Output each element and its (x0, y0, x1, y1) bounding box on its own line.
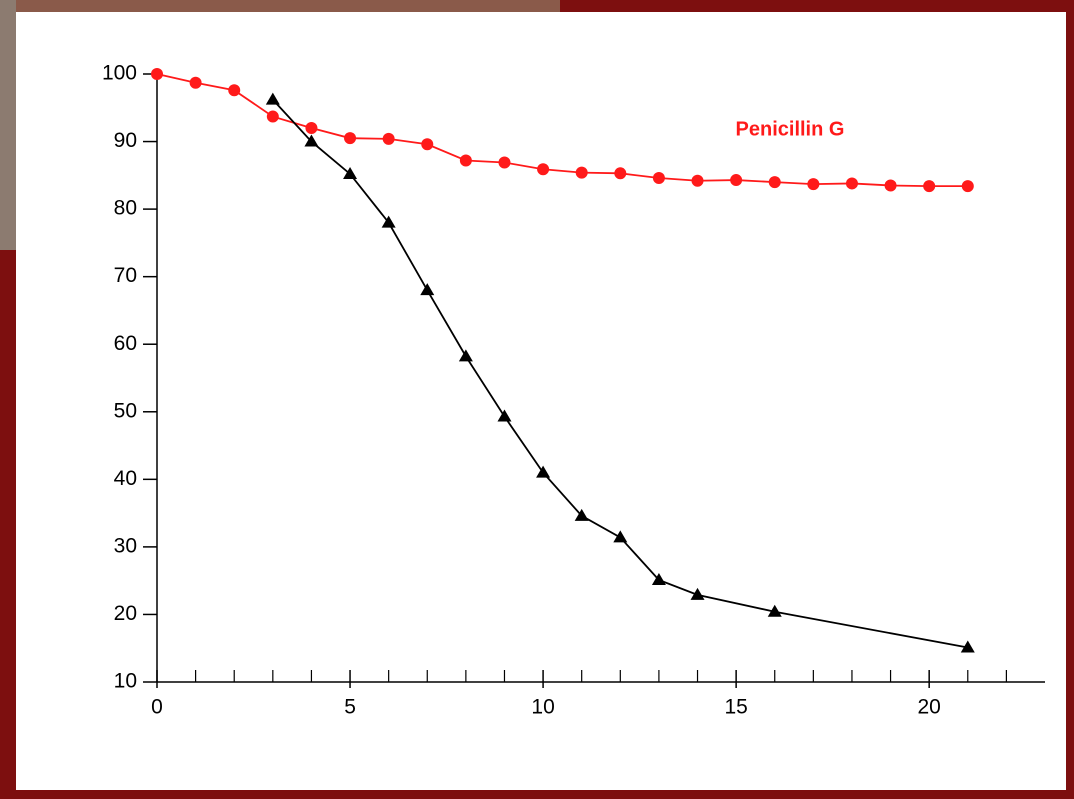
series-label: Penicillin G (736, 118, 845, 140)
point (421, 138, 434, 151)
point (497, 409, 512, 422)
point (458, 349, 473, 362)
point (961, 180, 974, 193)
point (459, 154, 472, 167)
series-line (272, 99, 968, 649)
y-tick-label: 10 (114, 670, 137, 693)
point (498, 156, 511, 169)
point (613, 530, 628, 543)
y-tick-label: 40 (114, 467, 137, 490)
point (652, 172, 665, 185)
point (691, 174, 704, 187)
point (228, 84, 241, 97)
point (651, 572, 666, 585)
point (343, 166, 358, 179)
x-tick-label: 5 (344, 696, 356, 719)
point (923, 180, 936, 193)
point (768, 176, 781, 189)
y-tick-label: 100 (102, 62, 137, 85)
point (884, 179, 897, 192)
y-tick-label: 80 (114, 197, 137, 220)
y-tick-label: 30 (114, 534, 137, 557)
point (265, 92, 280, 105)
y-tick-label: 60 (114, 332, 137, 355)
point (189, 76, 202, 89)
point (537, 163, 550, 176)
point (536, 465, 551, 478)
point (767, 604, 782, 617)
point (344, 132, 357, 145)
point (381, 215, 396, 228)
point (305, 122, 318, 135)
point (574, 508, 589, 521)
point (730, 174, 743, 187)
point (614, 167, 627, 180)
x-tick-label: 0 (151, 696, 163, 719)
point (807, 178, 820, 191)
photo-strip (0, 0, 560, 14)
point (960, 640, 975, 653)
x-tick-label: 15 (724, 696, 747, 719)
y-tick-label: 20 (114, 602, 137, 625)
point (575, 166, 588, 179)
photo-strip (0, 0, 16, 250)
point (845, 177, 858, 190)
point (266, 110, 279, 123)
y-tick-label: 70 (114, 264, 137, 287)
point (151, 68, 163, 80)
y-tick-label: 50 (114, 399, 137, 422)
point (382, 132, 395, 145)
point (420, 283, 435, 296)
y-tick-label: 90 (114, 129, 137, 152)
x-tick-label: 20 (917, 696, 940, 719)
x-tick-label: 10 (531, 696, 554, 719)
series-line (156, 73, 968, 188)
plot-background (16, 12, 1066, 790)
point (304, 134, 319, 147)
point (690, 587, 705, 600)
